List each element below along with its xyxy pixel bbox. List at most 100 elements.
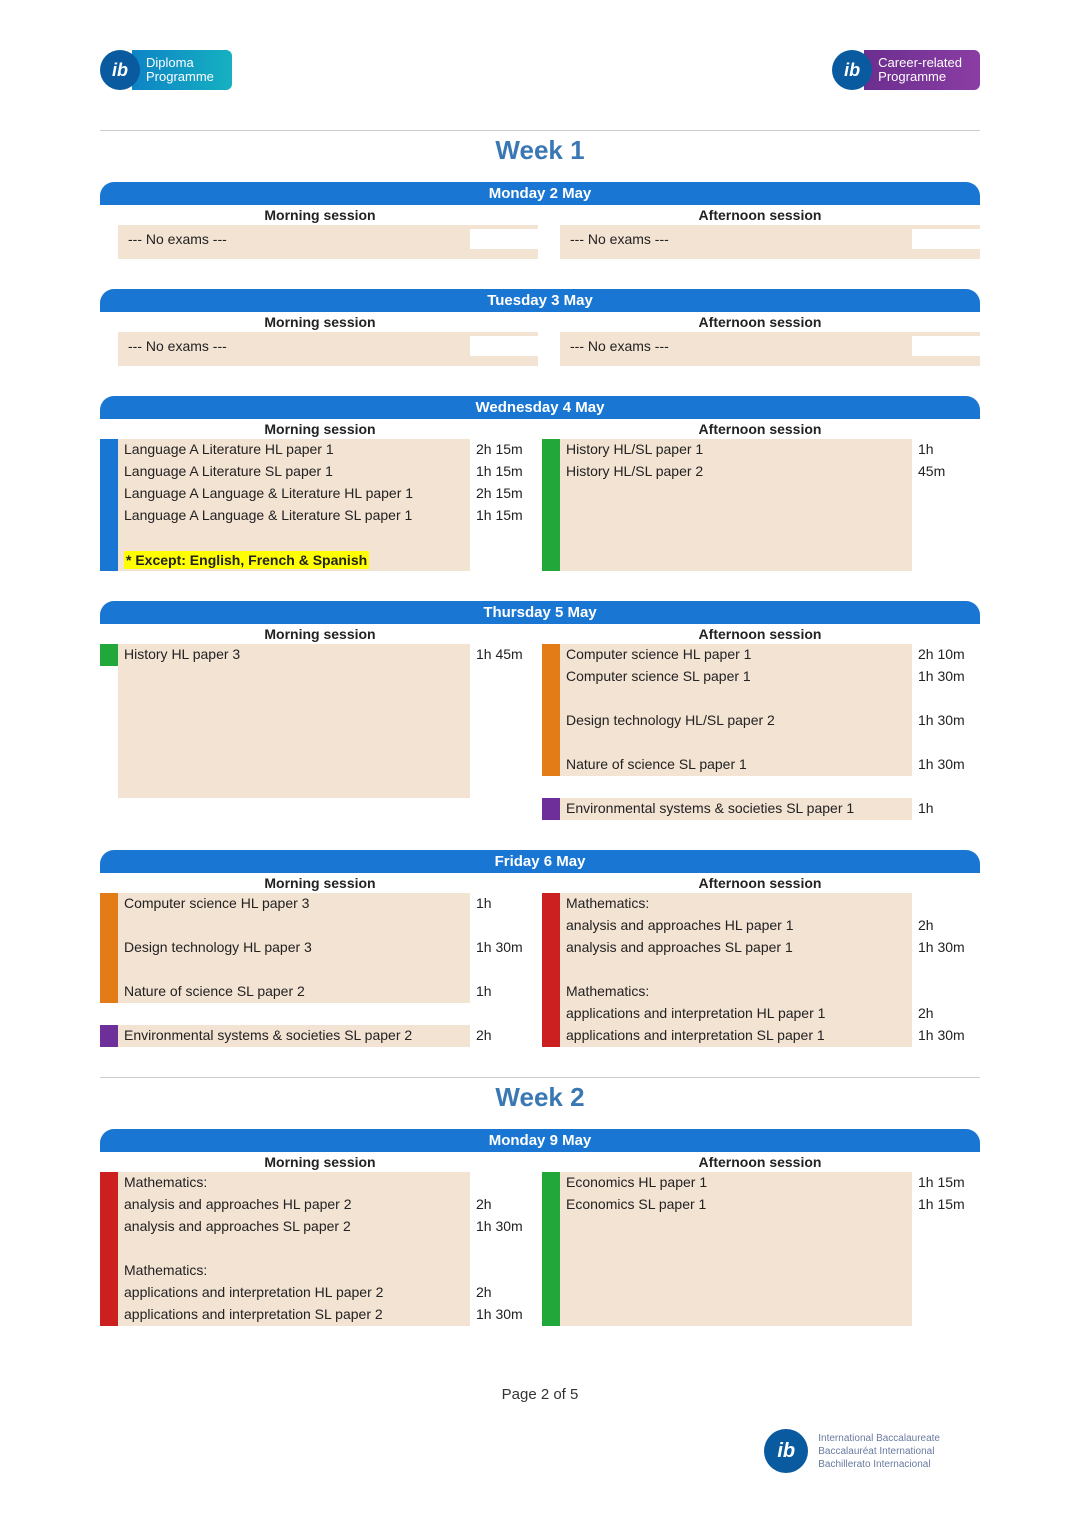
exam-duration — [470, 959, 538, 981]
subject-color-strip — [542, 893, 560, 915]
day-header: Monday 2 May — [100, 182, 980, 205]
exam-entry: applications and interpretation SL paper… — [542, 1025, 980, 1047]
day-header: Friday 6 May — [100, 850, 980, 873]
exam-name: Economics HL paper 1 — [566, 1174, 908, 1192]
subject-color-strip — [100, 959, 118, 981]
session-headers: Morning sessionAfternoon session — [100, 205, 980, 225]
exam-duration: 1h — [912, 798, 980, 820]
subject-color-strip — [100, 710, 118, 732]
exam-duration: 1h 30m — [912, 1025, 980, 1047]
exam-content: Environmental systems & societies SL pap… — [118, 1025, 538, 1047]
session-headers: Morning sessionAfternoon session — [100, 419, 980, 439]
exam-content: Language A Language & Literature SL pape… — [118, 505, 538, 527]
exam-name — [124, 668, 466, 686]
subject-color-strip — [100, 732, 118, 754]
subject-color-strip — [100, 505, 118, 527]
subject-color-strip — [542, 225, 560, 259]
logo-career-text: Career-related Programme — [864, 50, 980, 91]
exam-name — [566, 1306, 908, 1324]
exam-entry — [100, 959, 538, 981]
ib-badge-icon: ib — [100, 50, 140, 90]
exam-name: Language A Language & Literature HL pape… — [124, 485, 466, 503]
exam-duration — [470, 732, 538, 754]
exam-duration — [912, 893, 980, 915]
exam-name — [566, 507, 908, 525]
exam-content: Mathematics: — [118, 1260, 538, 1282]
exam-content: --- No exams --- — [560, 225, 980, 259]
exam-duration: 1h — [912, 439, 980, 461]
exam-content: Economics SL paper 11h 15m — [560, 1194, 980, 1216]
exam-name — [566, 551, 908, 569]
exam-entry: applications and interpretation HL paper… — [100, 1282, 538, 1304]
exam-entry: Language A Language & Literature SL pape… — [100, 505, 538, 527]
exam-content: Design technology HL paper 31h 30m — [118, 937, 538, 959]
subject-color-strip — [542, 754, 560, 776]
exam-content: analysis and approaches SL paper 21h 30m — [118, 1216, 538, 1238]
exam-name: analysis and approaches SL paper 2 — [124, 1218, 466, 1236]
exam-duration — [470, 754, 538, 776]
exam-content — [118, 666, 538, 688]
exam-name: --- No exams --- — [570, 338, 908, 354]
exam-entry — [100, 710, 538, 732]
exam-entry — [542, 732, 980, 754]
exam-name: Language A Literature HL paper 1 — [124, 441, 466, 459]
exam-entry: * Except: English, French & Spanish — [100, 549, 538, 571]
exam-duration: 1h 45m — [470, 644, 538, 666]
exam-name — [124, 1240, 466, 1258]
exam-name: Environmental systems & societies SL pap… — [566, 800, 908, 818]
exam-duration — [912, 732, 980, 754]
exam-name: Computer science HL paper 3 — [124, 895, 466, 913]
subject-color-strip — [542, 1238, 560, 1260]
subject-color-strip — [542, 688, 560, 710]
exam-name — [124, 778, 466, 796]
exam-duration: 2h — [912, 915, 980, 937]
exam-content — [118, 915, 538, 937]
exam-name — [124, 734, 466, 752]
exam-name: * Except: English, French & Spanish — [124, 551, 466, 569]
afternoon-session-header: Afternoon session — [540, 1152, 980, 1172]
subject-color-strip — [542, 981, 560, 1003]
exam-duration — [470, 710, 538, 732]
exam-content — [118, 527, 538, 549]
day-header: Tuesday 3 May — [100, 289, 980, 312]
exam-content: applications and interpretation HL paper… — [560, 1003, 980, 1025]
subject-color-strip — [100, 527, 118, 549]
exam-entry: analysis and approaches SL paper 11h 30m — [542, 937, 980, 959]
exam-duration: 1h 30m — [912, 754, 980, 776]
exam-name: Mathematics: — [566, 983, 908, 1001]
exam-entry — [542, 688, 980, 710]
week-title: Week 2 — [100, 1082, 980, 1113]
schedule-body: Week 1Monday 2 MayMorning sessionAfterno… — [100, 130, 980, 1326]
exam-content — [560, 1260, 980, 1282]
exam-content: Mathematics: — [560, 893, 980, 915]
exam-duration — [470, 666, 538, 688]
exam-duration — [470, 527, 538, 549]
exam-name — [124, 690, 466, 708]
subject-color-strip — [100, 1282, 118, 1304]
exam-duration: 1h 30m — [912, 710, 980, 732]
subject-color-strip — [542, 1025, 560, 1047]
exam-entry — [100, 688, 538, 710]
exam-name: applications and interpretation HL paper… — [566, 1005, 908, 1023]
footer-org-text: International Baccalaureate Baccalauréat… — [818, 1432, 940, 1471]
exam-name: Language A Language & Literature SL pape… — [124, 507, 466, 525]
exam-entry: --- No exams --- — [100, 332, 538, 366]
exam-entry — [542, 1304, 980, 1326]
exam-entry — [542, 959, 980, 981]
exam-content: Computer science HL paper 12h 10m — [560, 644, 980, 666]
subject-color-strip — [542, 1172, 560, 1194]
logo-line2: Programme — [146, 70, 214, 84]
exam-entry: Design technology HL/SL paper 21h 30m — [542, 710, 980, 732]
exam-duration: 1h 30m — [470, 1304, 538, 1326]
exam-entry: applications and interpretation SL paper… — [100, 1304, 538, 1326]
exam-duration — [470, 1238, 538, 1260]
exam-content — [560, 732, 980, 754]
exam-name: Mathematics: — [124, 1262, 466, 1280]
exam-content — [118, 732, 538, 754]
logo-diploma-text: Diploma Programme — [132, 50, 232, 91]
exam-entry: Nature of science SL paper 11h 30m — [542, 754, 980, 776]
afternoon-session-header: Afternoon session — [540, 205, 980, 225]
exam-content — [118, 959, 538, 981]
subject-color-strip — [542, 644, 560, 666]
subject-color-strip — [542, 959, 560, 981]
